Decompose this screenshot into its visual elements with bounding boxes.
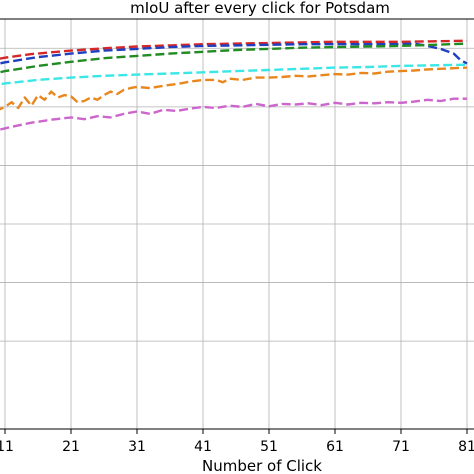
- x-tick-label: 81: [458, 439, 474, 455]
- x-axis-ticks: 11 21 31 41 51 61 71 81: [0, 429, 474, 455]
- x-tick-label: 11: [0, 439, 14, 455]
- series-line-6: [0, 97, 467, 131]
- x-axis-label: Number of Click: [202, 457, 322, 474]
- series-line-4: [0, 63, 468, 86]
- series-line-5: [0, 66, 468, 111]
- series-lines: [0, 39, 468, 131]
- x-tick-label: 31: [128, 439, 146, 455]
- series-line-2: [0, 42, 468, 65]
- x-tick-label: 21: [62, 439, 80, 455]
- x-tick-label: 51: [260, 439, 278, 455]
- x-tick-label: 41: [194, 439, 212, 455]
- series-line-3: [0, 42, 468, 74]
- grid-lines: [0, 19, 474, 429]
- chart-title: mIoU after every click for Potsdam: [130, 0, 390, 17]
- x-tick-label: 71: [392, 439, 410, 455]
- plot-frame: [0, 18, 474, 430]
- x-tick-label: 61: [326, 439, 344, 455]
